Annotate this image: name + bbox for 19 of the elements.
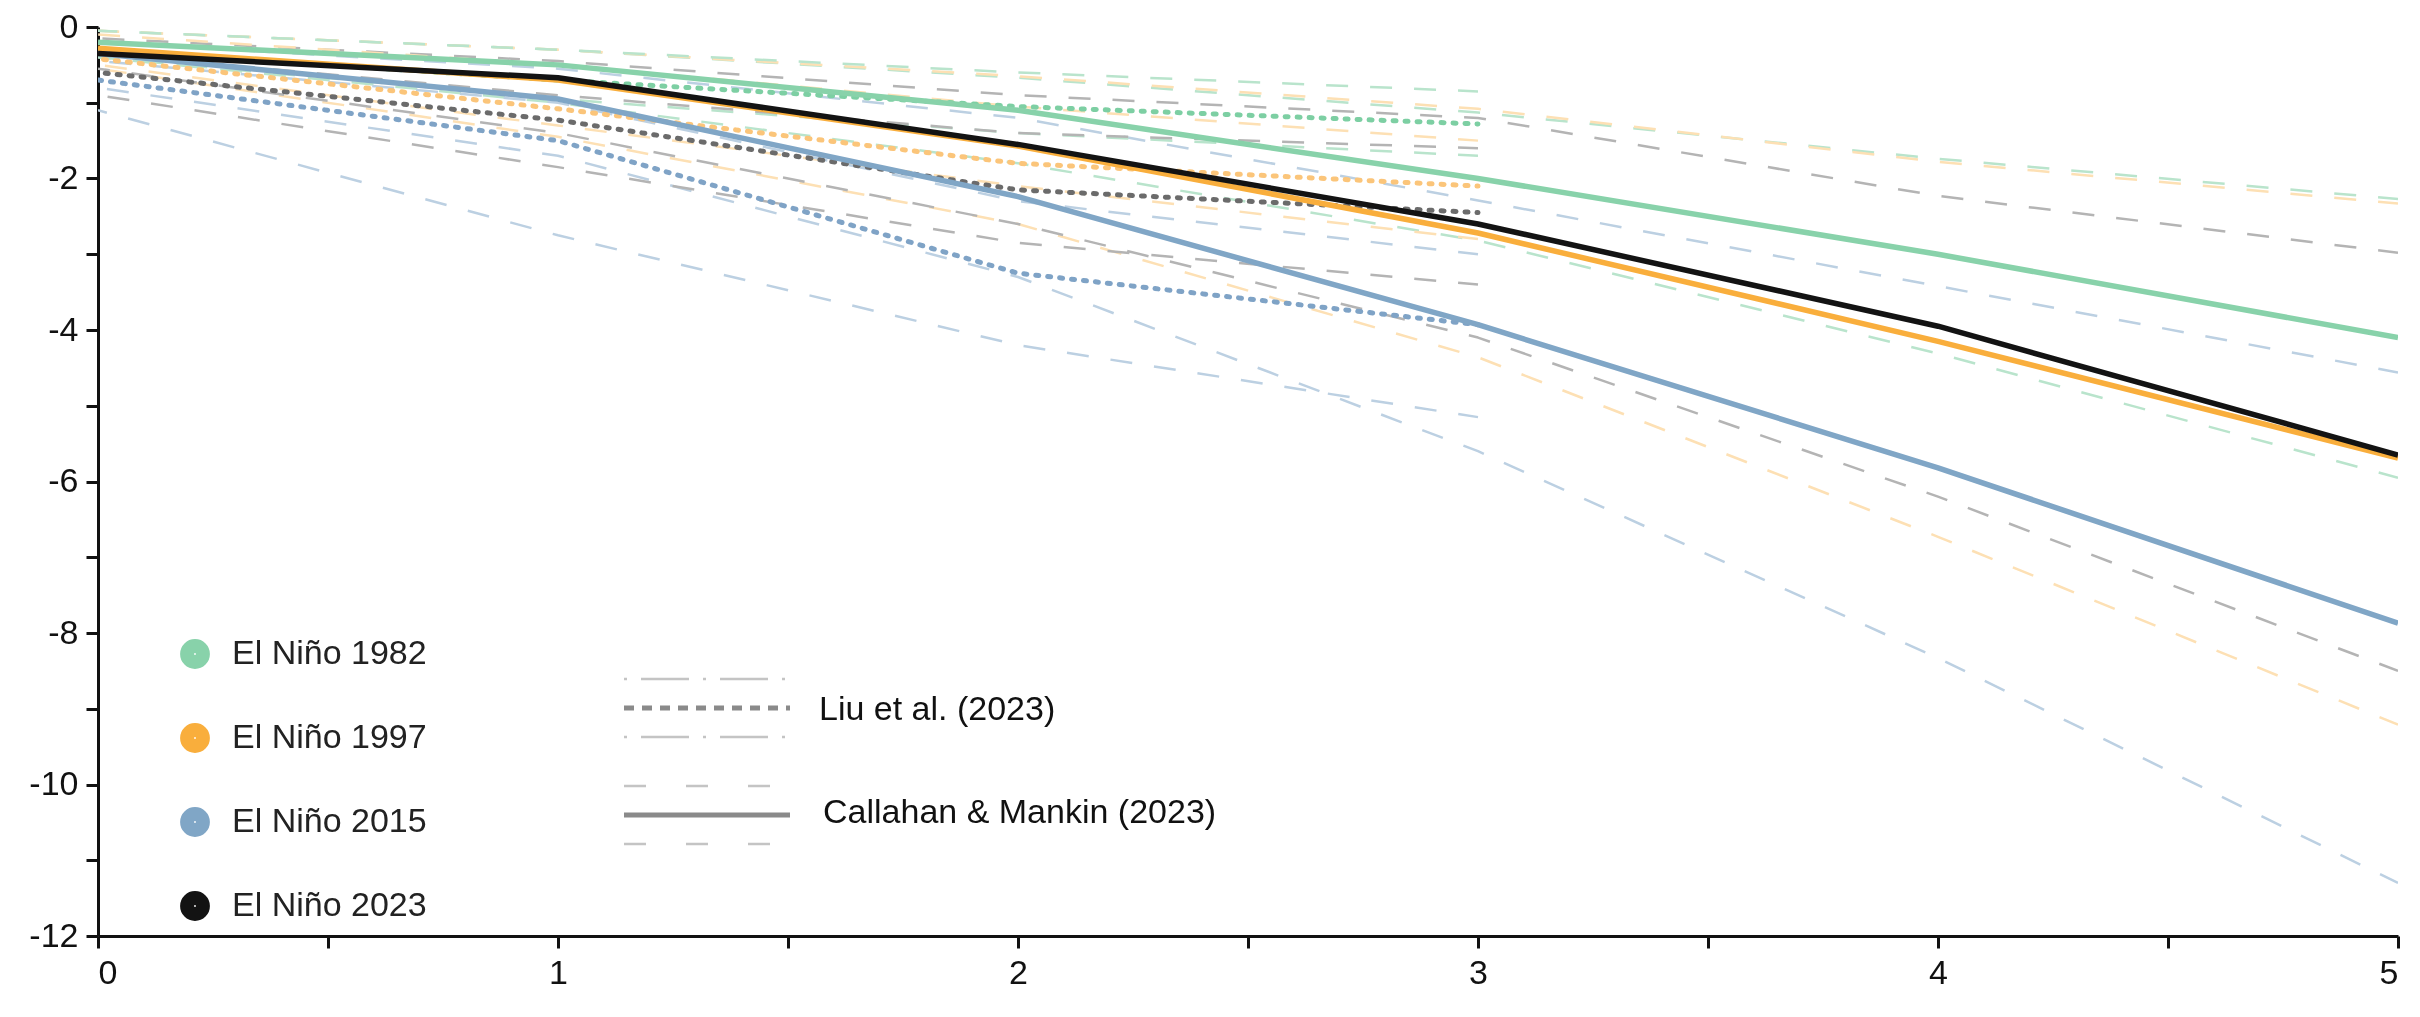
annotation: Callahan & Mankin (2023) <box>823 791 1217 831</box>
y-tick-label: 0 <box>59 6 79 45</box>
legend-label: El Niño 2023 <box>232 885 427 923</box>
x-tick-label: 0 <box>98 952 118 991</box>
x-tick-label: 5 <box>2379 952 2399 991</box>
y-tick-label: -6 <box>48 461 79 499</box>
x-tick-label: 2 <box>1009 952 1028 991</box>
y-tick-label: -2 <box>48 158 79 196</box>
x-tick-label: 3 <box>1469 952 1488 991</box>
y-tick-label: -8 <box>48 612 79 651</box>
x-tick-label: 4 <box>1929 952 1948 991</box>
y-tick-label: -10 <box>29 764 79 802</box>
annotation: Liu et al. (2023) <box>819 688 1056 728</box>
legend-label: El Niño 2015 <box>232 801 427 839</box>
y-tick-label: -12 <box>29 915 79 954</box>
legend-label: El Niño 1982 <box>232 633 427 671</box>
x-tick-label: 1 <box>549 952 568 991</box>
legend-label: El Niño 1997 <box>232 717 427 755</box>
y-tick-label: -4 <box>48 309 79 348</box>
